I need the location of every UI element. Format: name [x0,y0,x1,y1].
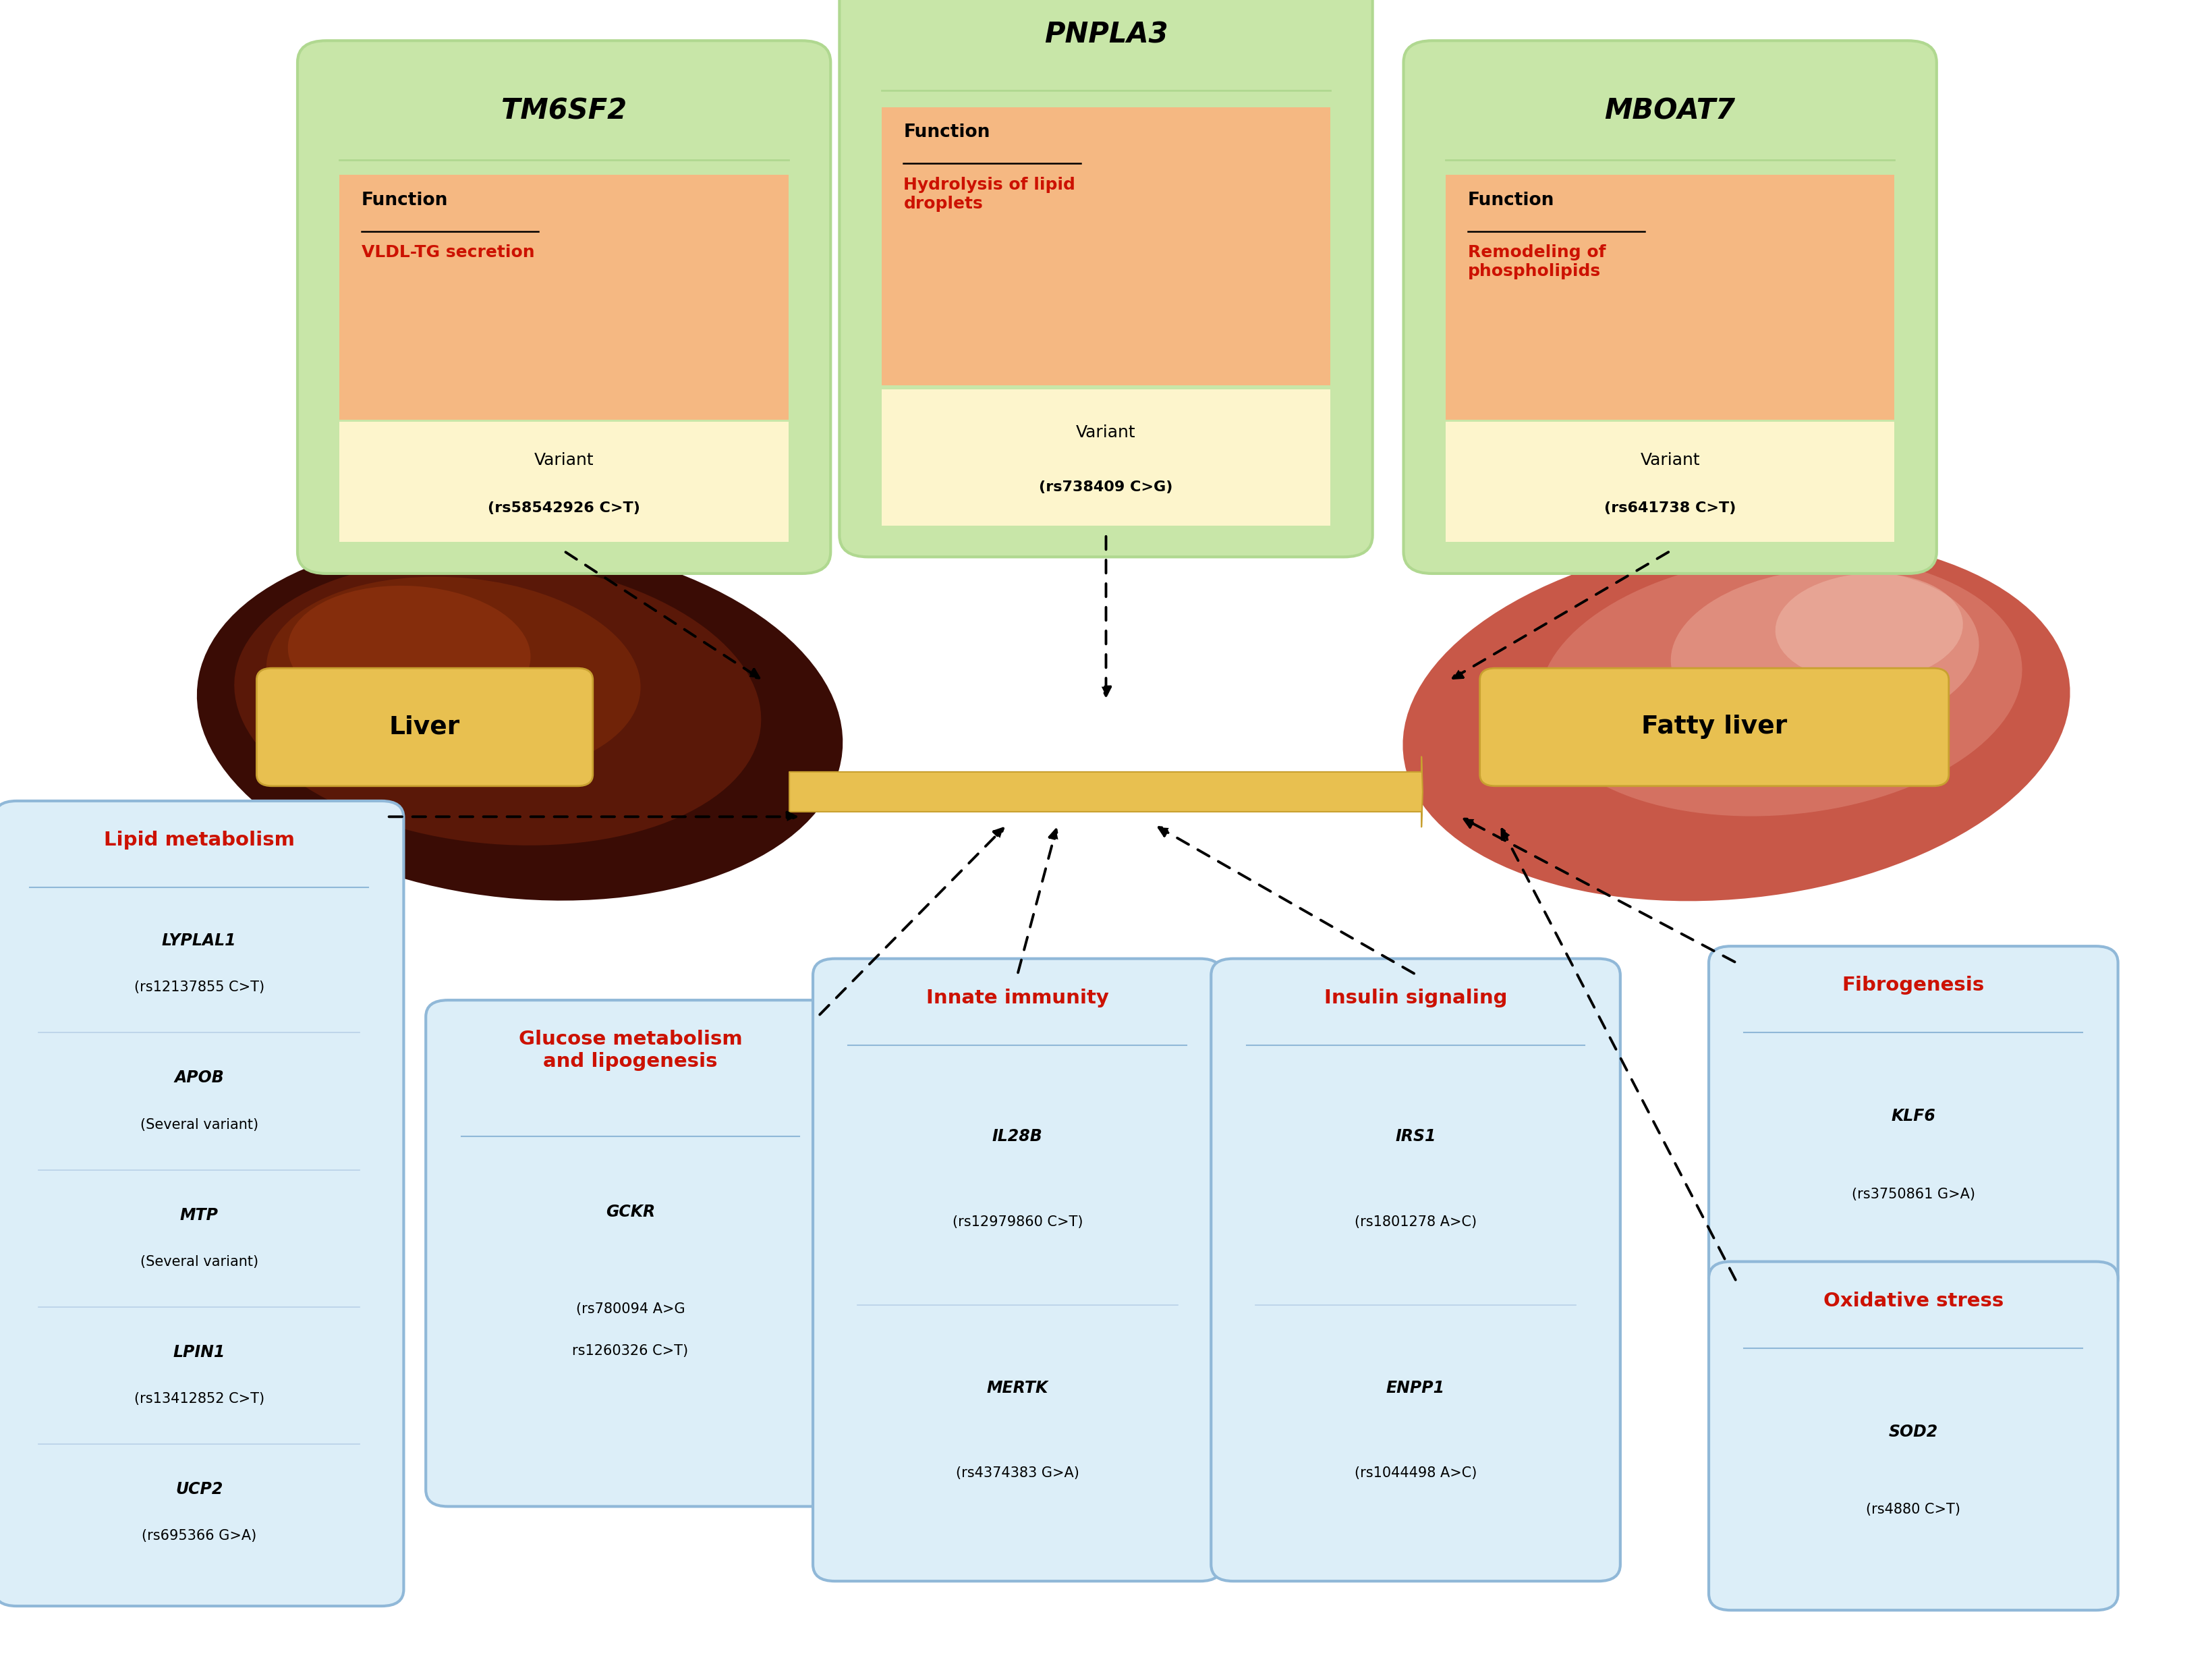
Text: Variant: Variant [1639,452,1701,468]
Text: MERTK: MERTK [987,1379,1048,1396]
Text: (rs641738 C>T): (rs641738 C>T) [1604,501,1736,515]
Text: (rs4880 C>T): (rs4880 C>T) [1867,1502,1960,1517]
Text: Fatty liver: Fatty liver [1641,715,1787,739]
Ellipse shape [234,559,761,845]
Text: (rs780094 A>G: (rs780094 A>G [575,1303,686,1316]
Text: LYPLAL1: LYPLAL1 [161,933,237,950]
Text: IRS1: IRS1 [1396,1129,1436,1144]
FancyBboxPatch shape [425,999,834,1507]
Text: APOB: APOB [175,1069,223,1086]
Text: (rs4374383 G>A): (rs4374383 G>A) [956,1466,1079,1481]
Text: Oxidative stress: Oxidative stress [1823,1291,2004,1310]
Text: Remodeling of
phospholipids: Remodeling of phospholipids [1469,244,1606,279]
FancyBboxPatch shape [841,0,1371,558]
Ellipse shape [1670,569,1980,735]
Text: (rs1801278 A>C): (rs1801278 A>C) [1354,1215,1478,1228]
Text: Variant: Variant [1075,425,1137,442]
Text: (Several variant): (Several variant) [139,1255,259,1268]
Text: rs1260326 C>T): rs1260326 C>T) [573,1345,688,1358]
Text: SOD2: SOD2 [1889,1424,1938,1439]
Ellipse shape [1402,536,2070,901]
FancyBboxPatch shape [1212,959,1619,1580]
FancyBboxPatch shape [880,108,1332,385]
FancyBboxPatch shape [341,174,790,420]
Text: Function: Function [363,191,449,209]
FancyBboxPatch shape [1402,42,1938,574]
FancyBboxPatch shape [880,388,1332,526]
Text: PNPLA3: PNPLA3 [1044,20,1168,50]
Ellipse shape [197,536,843,901]
FancyBboxPatch shape [814,959,1221,1580]
Text: TM6SF2: TM6SF2 [502,96,626,126]
Text: Function: Function [905,124,991,141]
Text: Liver: Liver [389,715,460,739]
Text: Variant: Variant [533,452,595,468]
Text: (rs12979860 C>T): (rs12979860 C>T) [951,1215,1084,1228]
Text: LPIN1: LPIN1 [173,1345,226,1360]
Text: VLDL-TG secretion: VLDL-TG secretion [363,244,535,261]
Text: GCKR: GCKR [606,1204,655,1220]
FancyBboxPatch shape [296,42,832,574]
Text: (rs13412852 C>T): (rs13412852 C>T) [135,1393,263,1406]
Text: (rs695366 G>A): (rs695366 G>A) [142,1529,257,1542]
Text: Innate immunity: Innate immunity [927,989,1108,1008]
Text: (rs3750861 G>A): (rs3750861 G>A) [1851,1187,1975,1202]
Text: Lipid metabolism: Lipid metabolism [104,830,294,850]
Ellipse shape [1776,573,1962,682]
FancyBboxPatch shape [257,667,593,787]
Ellipse shape [288,586,531,719]
FancyBboxPatch shape [341,422,790,543]
FancyBboxPatch shape [1447,422,1893,543]
Text: (rs58542926 C>T): (rs58542926 C>T) [489,501,639,515]
Text: MTP: MTP [179,1207,219,1223]
Text: Glucose metabolism
and lipogenesis: Glucose metabolism and lipogenesis [518,1029,743,1071]
Text: UCP2: UCP2 [175,1481,223,1497]
Text: Function: Function [1469,191,1555,209]
Text: (Several variant): (Several variant) [139,1117,259,1132]
Text: IL28B: IL28B [993,1129,1042,1144]
Text: Insulin signaling: Insulin signaling [1325,989,1506,1008]
FancyBboxPatch shape [0,802,403,1607]
FancyBboxPatch shape [1708,946,2119,1295]
Text: MBOAT7: MBOAT7 [1604,96,1736,126]
Text: Hydrolysis of lipid
droplets: Hydrolysis of lipid droplets [905,178,1075,212]
FancyBboxPatch shape [1708,1262,2119,1610]
Text: (rs1044498 A>C): (rs1044498 A>C) [1354,1466,1478,1481]
Ellipse shape [1540,554,2022,817]
Text: Fibrogenesis: Fibrogenesis [1843,976,1984,994]
FancyBboxPatch shape [1447,174,1893,420]
Text: ENPP1: ENPP1 [1387,1379,1444,1396]
Text: KLF6: KLF6 [1891,1109,1936,1124]
Ellipse shape [265,576,641,779]
FancyBboxPatch shape [1480,667,1949,787]
Text: (rs12137855 C>T): (rs12137855 C>T) [135,981,263,994]
Text: (rs738409 C>G): (rs738409 C>G) [1040,480,1172,495]
